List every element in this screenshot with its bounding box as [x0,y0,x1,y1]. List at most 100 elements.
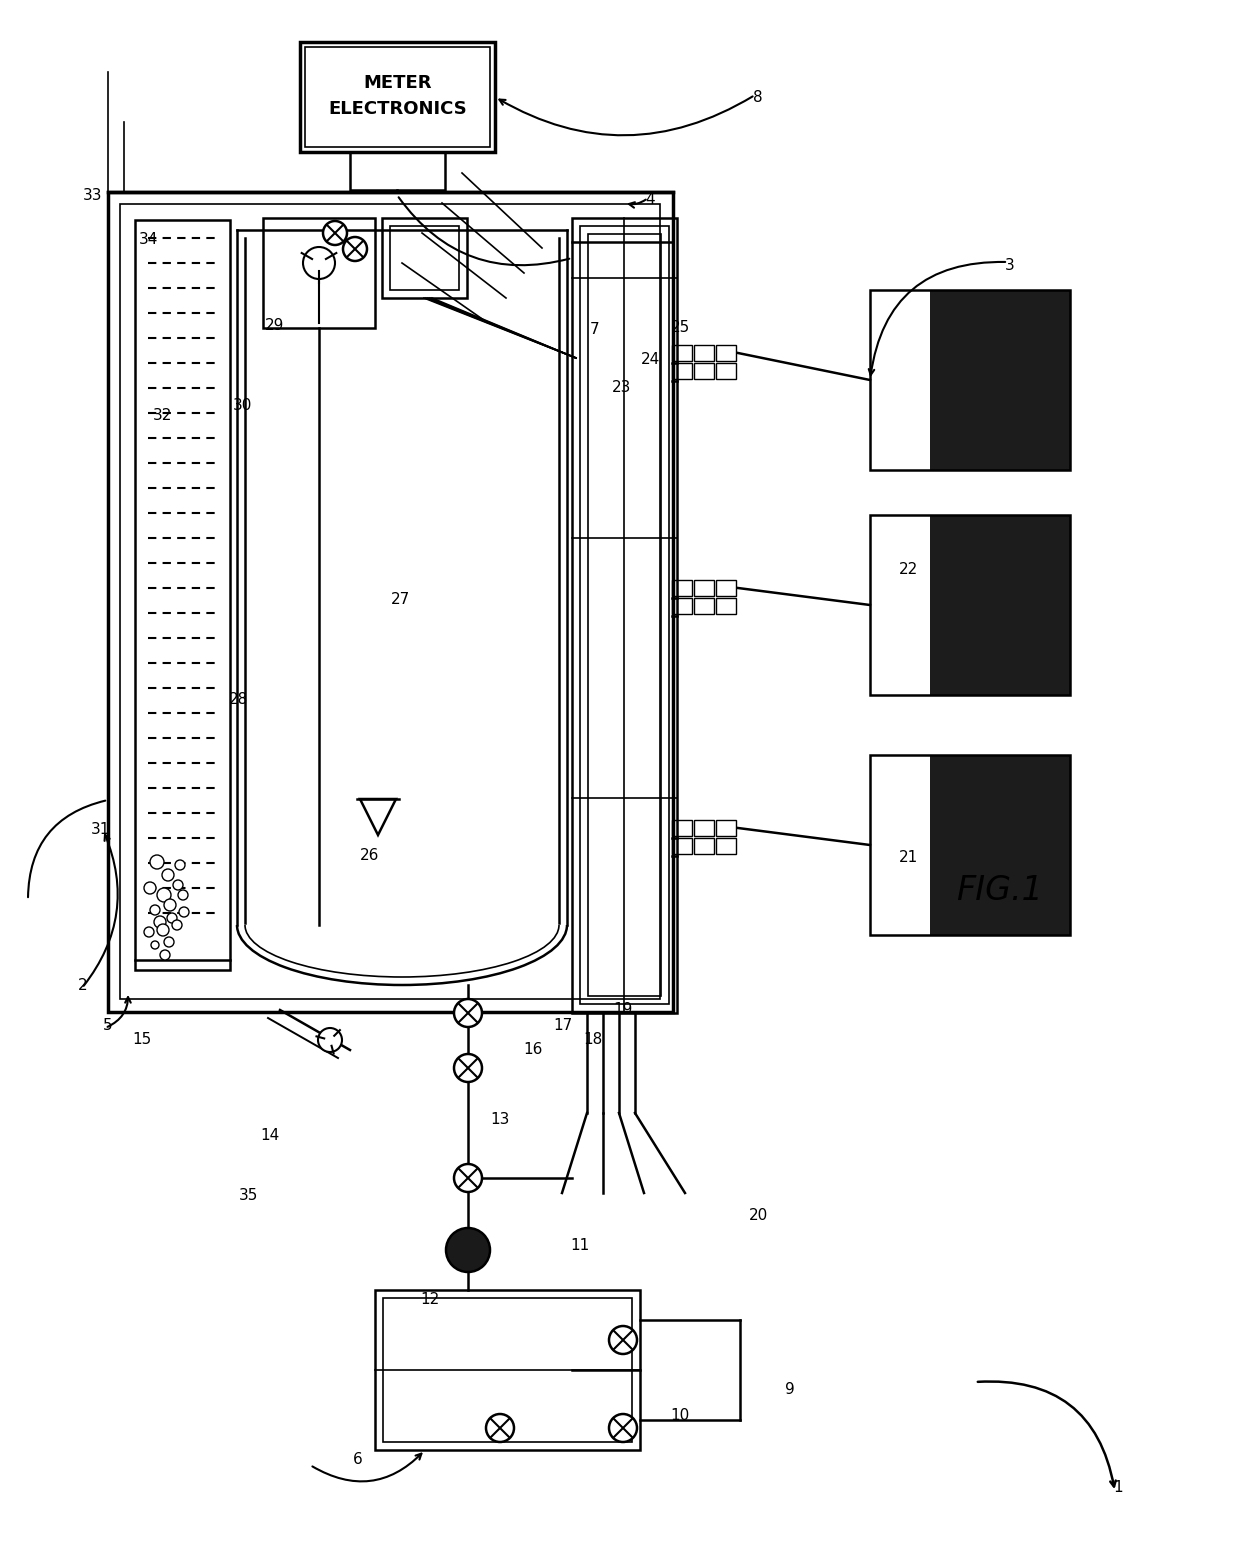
Circle shape [454,999,482,1027]
Text: 35: 35 [238,1187,258,1203]
Text: 34: 34 [139,233,157,248]
Text: 12: 12 [420,1292,440,1308]
Bar [870,290,1070,470]
Circle shape [172,921,182,930]
Circle shape [164,899,176,911]
Text: 11: 11 [570,1238,590,1252]
Bar [135,221,229,970]
Text: 16: 16 [523,1042,543,1058]
Circle shape [150,854,164,870]
Bar [870,756,1070,934]
Text: 23: 23 [613,381,631,395]
Bar [930,515,1070,695]
Text: 32: 32 [153,407,171,423]
Text: 8: 8 [753,89,763,105]
Bar [383,1298,632,1442]
Circle shape [151,941,159,948]
Text: 20: 20 [749,1207,768,1223]
Bar [870,515,1070,695]
Text: 30: 30 [233,398,253,413]
Circle shape [609,1414,637,1442]
Circle shape [160,950,170,961]
Circle shape [317,1029,342,1052]
Bar [672,598,692,614]
Circle shape [157,924,169,936]
Text: 5: 5 [103,1018,113,1033]
Bar [263,217,374,328]
Circle shape [486,1414,515,1442]
Bar [391,227,459,290]
Circle shape [343,237,367,261]
Bar [715,820,737,836]
Circle shape [454,1055,482,1082]
Bar [382,217,467,298]
Bar [588,234,661,996]
Bar [350,153,445,190]
Bar [672,362,692,379]
Circle shape [144,927,154,938]
Text: ELECTRONICS: ELECTRONICS [329,100,467,119]
Text: 9: 9 [785,1383,795,1397]
Text: 27: 27 [391,592,409,608]
Bar [870,756,1070,934]
Bar [870,290,1070,470]
Text: 26: 26 [361,848,379,862]
Text: 33: 33 [83,188,103,202]
Bar [672,820,692,836]
Circle shape [157,888,171,902]
Text: 10: 10 [671,1408,689,1423]
Bar [715,362,737,379]
Circle shape [609,1326,637,1354]
Circle shape [179,907,188,917]
Text: METER: METER [363,74,432,93]
Bar [305,46,490,146]
Circle shape [164,938,174,947]
Text: 18: 18 [583,1033,603,1047]
Text: 6: 6 [353,1453,363,1468]
Text: 3: 3 [1006,258,1014,273]
Bar [694,820,714,836]
Text: FIG.1: FIG.1 [956,873,1043,907]
Circle shape [303,247,335,279]
Text: 2: 2 [78,978,88,993]
Text: 29: 29 [265,318,285,333]
Circle shape [174,880,184,890]
Text: 22: 22 [898,563,918,578]
Text: 1: 1 [1114,1480,1122,1496]
Bar [300,42,495,153]
Bar [672,580,692,597]
Bar [694,362,714,379]
Text: 19: 19 [614,1002,632,1018]
Bar [580,227,670,1004]
Circle shape [144,882,156,894]
Bar [672,837,692,854]
Bar [694,837,714,854]
Text: 14: 14 [260,1127,280,1143]
Bar [374,1291,640,1449]
Bar [715,345,737,361]
Bar [572,217,677,1013]
Text: 25: 25 [671,321,689,336]
Text: 17: 17 [553,1018,573,1033]
Bar [120,204,660,999]
Bar [870,515,1070,695]
Bar [715,837,737,854]
Circle shape [154,916,166,928]
Circle shape [179,890,188,901]
Text: 7: 7 [590,322,600,338]
Circle shape [322,221,347,245]
Bar [930,290,1070,470]
Circle shape [162,870,174,880]
Bar [694,345,714,361]
Circle shape [150,905,160,914]
Bar [930,756,1070,934]
Bar [715,580,737,597]
Bar [694,598,714,614]
Text: 31: 31 [91,822,109,837]
Text: 4: 4 [645,193,655,208]
Bar [672,345,692,361]
Text: 21: 21 [898,851,918,865]
Text: 15: 15 [133,1033,151,1047]
Text: 28: 28 [228,692,248,708]
Circle shape [175,860,185,870]
